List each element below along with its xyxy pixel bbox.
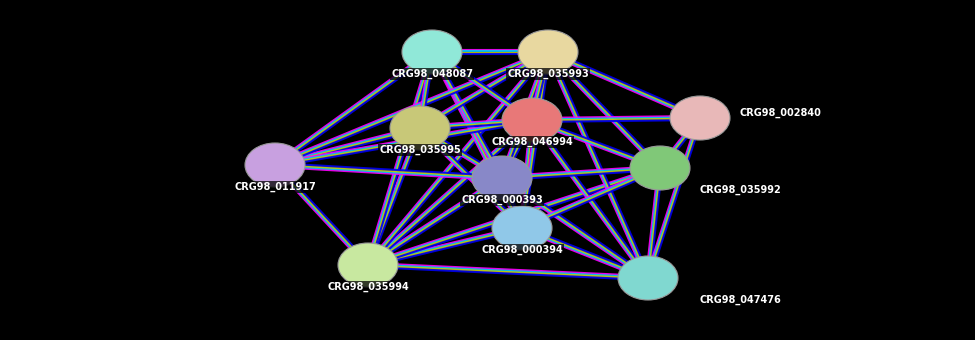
Text: CRG98_035994: CRG98_035994 <box>328 282 409 292</box>
Text: CRG98_011917: CRG98_011917 <box>234 182 316 192</box>
Text: CRG98_035995: CRG98_035995 <box>379 145 461 155</box>
Ellipse shape <box>618 256 678 300</box>
Ellipse shape <box>630 146 690 190</box>
Text: CRG98_035993: CRG98_035993 <box>507 69 589 79</box>
Ellipse shape <box>245 143 305 187</box>
Text: CRG98_048087: CRG98_048087 <box>391 69 473 79</box>
Text: CRG98_035992: CRG98_035992 <box>700 185 782 195</box>
Ellipse shape <box>390 106 450 150</box>
Text: CRG98_000394: CRG98_000394 <box>481 245 563 255</box>
Text: CRG98_000393: CRG98_000393 <box>461 195 543 205</box>
Text: CRG98_046994: CRG98_046994 <box>491 137 573 147</box>
Text: CRG98_047476: CRG98_047476 <box>700 295 782 305</box>
Ellipse shape <box>472 156 532 200</box>
Ellipse shape <box>402 30 462 74</box>
Ellipse shape <box>492 206 552 250</box>
Ellipse shape <box>502 98 562 142</box>
Ellipse shape <box>670 96 730 140</box>
Ellipse shape <box>338 243 398 287</box>
Text: CRG98_002840: CRG98_002840 <box>740 108 822 118</box>
Ellipse shape <box>518 30 578 74</box>
